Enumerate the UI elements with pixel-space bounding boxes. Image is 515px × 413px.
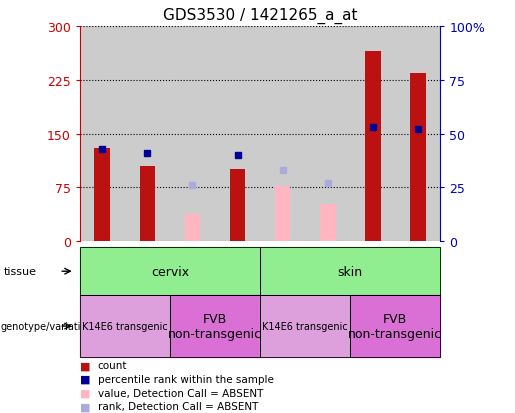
- Bar: [350, 27, 396, 242]
- Bar: [184, 214, 200, 242]
- Text: rank, Detection Call = ABSENT: rank, Detection Call = ABSENT: [98, 401, 258, 411]
- Title: GDS3530 / 1421265_a_at: GDS3530 / 1421265_a_at: [163, 8, 357, 24]
- Text: ■: ■: [80, 388, 90, 398]
- Text: FVB
non-transgenic: FVB non-transgenic: [168, 312, 262, 340]
- Bar: [125, 27, 170, 242]
- Bar: [215, 27, 260, 242]
- Bar: [410, 74, 426, 242]
- Bar: [274, 187, 290, 242]
- Text: FVB
non-transgenic: FVB non-transgenic: [348, 312, 442, 340]
- Bar: [170, 27, 215, 242]
- Bar: [80, 27, 125, 242]
- Bar: [230, 170, 246, 242]
- Text: ■: ■: [80, 374, 90, 384]
- Text: value, Detection Call = ABSENT: value, Detection Call = ABSENT: [98, 388, 263, 398]
- Bar: [305, 27, 350, 242]
- Text: genotype/variation: genotype/variation: [1, 321, 93, 331]
- Bar: [260, 27, 305, 242]
- Bar: [320, 204, 336, 242]
- Text: count: count: [98, 361, 127, 370]
- Text: ■: ■: [80, 401, 90, 411]
- Text: cervix: cervix: [151, 265, 189, 278]
- Text: percentile rank within the sample: percentile rank within the sample: [98, 374, 274, 384]
- Bar: [396, 27, 440, 242]
- Text: K14E6 transgenic: K14E6 transgenic: [262, 321, 348, 331]
- Text: K14E6 transgenic: K14E6 transgenic: [82, 321, 168, 331]
- Bar: [365, 52, 381, 242]
- Text: skin: skin: [338, 265, 363, 278]
- Bar: [94, 149, 110, 242]
- Bar: [140, 166, 156, 242]
- Text: tissue: tissue: [4, 266, 37, 277]
- Text: ■: ■: [80, 361, 90, 370]
